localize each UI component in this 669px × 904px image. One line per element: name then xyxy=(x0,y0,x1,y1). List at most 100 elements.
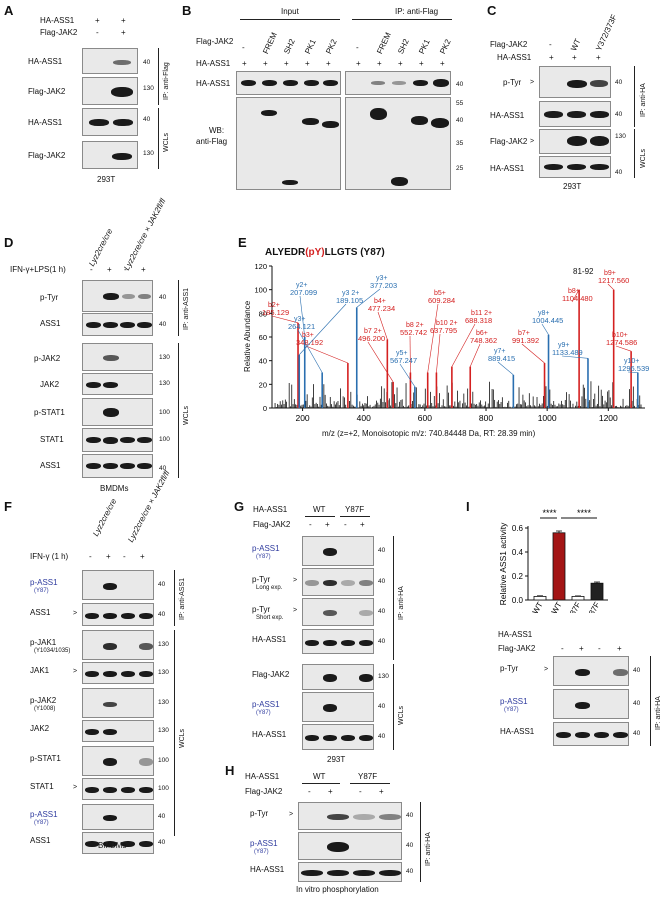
f-mw: 130 xyxy=(158,699,169,706)
band xyxy=(103,758,117,766)
d-mark: - xyxy=(124,265,127,274)
d-blot-7 xyxy=(82,454,153,478)
g-header-label: HA-ASS1 xyxy=(253,505,288,514)
d-bracket xyxy=(178,343,179,478)
i-y-tick-label: 0.4 xyxy=(512,548,524,557)
e-ion-label: y3+ xyxy=(294,316,305,323)
f-row-label: p-ASS1 xyxy=(30,810,58,819)
e-mz-label: 189.105 xyxy=(336,296,363,305)
i-row-label: HA-ASS1 xyxy=(500,727,535,736)
f-row-sublabel: (Y1008) xyxy=(34,706,56,712)
f-bracket xyxy=(174,630,175,836)
arrow-icon: > xyxy=(289,811,294,818)
i-ylabel: Relative ASS1 activity xyxy=(498,522,508,605)
f-mw: 40 xyxy=(158,813,166,820)
c-blot-4 xyxy=(539,156,611,178)
b-section-title: Input xyxy=(281,7,299,16)
d-bracket xyxy=(178,280,179,336)
e-xlabel: m/z (z=+2, Monoisotopic m/z: 740.84448 D… xyxy=(322,429,536,438)
c-mw: 40 xyxy=(615,111,623,118)
i-bar xyxy=(533,596,547,601)
e-mz-label: 496.200 xyxy=(358,334,385,343)
e-ion-label: y9+ xyxy=(558,342,569,349)
e-ion-label: y3 2+ xyxy=(342,290,359,297)
b-mw: 35 xyxy=(456,140,464,147)
a-mw: 40 xyxy=(143,116,151,123)
c-mark: + xyxy=(596,53,601,62)
d-blot-1 xyxy=(82,280,153,312)
e-leader-line xyxy=(399,363,416,387)
i-y-tick-label: 0.2 xyxy=(512,572,524,581)
panel-a-letter: A xyxy=(4,3,14,18)
panel-e-letter: E xyxy=(238,235,247,250)
g-row-sublabel: Short exp. xyxy=(256,615,284,621)
band xyxy=(103,729,117,735)
e-x-tick-label: 1000 xyxy=(538,413,557,423)
band xyxy=(379,870,401,876)
band xyxy=(121,612,135,619)
i-header-label: Flag-JAK2 xyxy=(498,644,536,653)
band xyxy=(85,671,99,677)
d-mw: 100 xyxy=(159,436,170,443)
band xyxy=(359,674,373,682)
e-x-tick-label: 400 xyxy=(357,413,371,423)
e-ion-label: y10+ xyxy=(624,358,639,365)
g-row-label: p-ASS1 xyxy=(252,700,280,709)
e-leader-line xyxy=(469,343,481,367)
c-row-label: HA-ASS1 xyxy=(490,111,525,120)
band xyxy=(575,668,590,676)
e-peptide-title: ALYEDR(pY)LLGTS (Y87) xyxy=(265,247,385,258)
b-row-label: HA-ASS1 xyxy=(196,79,231,88)
g-row-sublabel: (Y87) xyxy=(256,710,271,716)
e-leader-line xyxy=(497,361,514,376)
e-ion-label: b7 2+ xyxy=(364,328,382,335)
h-blot xyxy=(298,802,402,830)
b-section-line xyxy=(352,19,452,20)
g-header-line xyxy=(305,516,335,517)
g-header-line xyxy=(340,516,370,517)
e-mz-label: 991.392 xyxy=(512,336,539,345)
d-row-label: STAT1 xyxy=(40,435,64,444)
f-row-sublabel: (Y87) xyxy=(34,588,49,594)
a-mw: 40 xyxy=(143,59,151,66)
e-leader-line xyxy=(627,371,638,373)
f-blot xyxy=(82,746,154,776)
i-x-tick-label: Y87F xyxy=(584,600,601,613)
e-leader-line xyxy=(615,345,632,352)
band xyxy=(359,610,373,616)
d-row-label: p-Tyr xyxy=(40,293,59,302)
a-row-label: HA-ASS1 xyxy=(28,57,63,66)
e-y-tick-label: 20 xyxy=(259,380,267,389)
f-treatment: IFN-γ (1 h) xyxy=(30,552,69,561)
h-mw: 40 xyxy=(406,842,414,849)
panel-c-letter: C xyxy=(487,3,497,18)
f-row-label: JAK2 xyxy=(30,724,50,733)
e-ion-label: b7+ xyxy=(518,330,530,337)
i-group-label: IP: anti-HA xyxy=(655,696,662,730)
f-mark: + xyxy=(106,552,111,561)
e-y-tick-label: 100 xyxy=(254,286,267,295)
e-mz-label: 688.318 xyxy=(465,316,492,325)
c-mw: 40 xyxy=(615,169,623,176)
a-bracket xyxy=(158,48,159,105)
f-mw: 130 xyxy=(158,669,169,676)
e-leader-line xyxy=(561,355,589,359)
i-x-tick-label: Y87F xyxy=(565,600,582,613)
g-mw: 40 xyxy=(378,637,386,645)
band xyxy=(327,842,349,852)
band xyxy=(305,580,319,586)
a-cell-line: 293T xyxy=(97,175,116,184)
g-mw: 40 xyxy=(378,608,386,615)
b-mark: + xyxy=(356,59,361,68)
f-cell-type: BMDMs xyxy=(98,841,127,850)
g-mark: - xyxy=(344,520,347,529)
a-row-label: Flag-JAK2 xyxy=(28,87,66,96)
band xyxy=(121,787,135,793)
e-ion-label: b10 2+ xyxy=(436,320,458,327)
a-mark: + xyxy=(121,16,126,25)
i-blot xyxy=(553,722,629,746)
g-mark: + xyxy=(325,520,330,529)
c-bracket xyxy=(634,129,635,178)
e-ion-label: b6+ xyxy=(476,330,488,337)
